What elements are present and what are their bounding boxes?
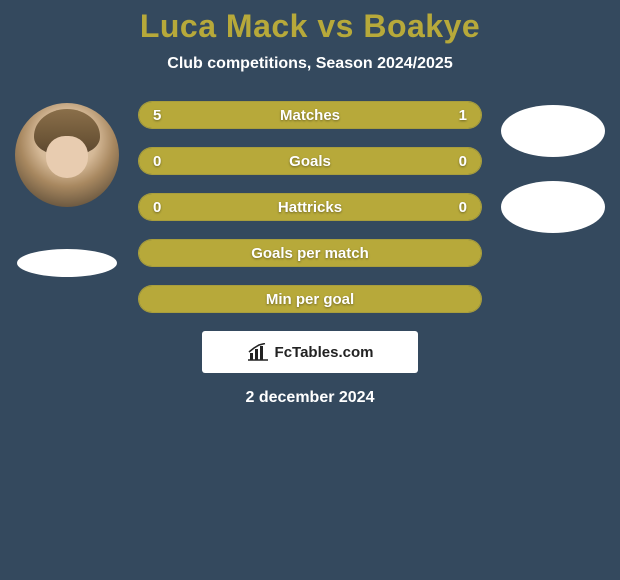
bar-chart-icon <box>247 343 269 361</box>
stat-bar: Min per goal <box>138 285 482 313</box>
player-right-name-placeholder <box>501 181 605 233</box>
stat-label: Min per goal <box>139 286 481 312</box>
main-row: 51Matches 00Goals 00Hattricks Goals per mat… <box>0 101 620 313</box>
stats-bars: 51Matches 00Goals 00Hattricks Goals per mat… <box>126 101 494 313</box>
player-left-avatar <box>15 103 119 207</box>
stat-label: Hattricks <box>139 194 481 220</box>
stat-label: Goals per match <box>139 240 481 266</box>
stat-bar: Goals per match <box>138 239 482 267</box>
comparison-widget: Luca Mack vs Boakye Club competitions, S… <box>0 0 620 407</box>
stat-bar: 51Matches <box>138 101 482 129</box>
page-title: Luca Mack vs Boakye <box>0 8 620 45</box>
player-right-avatar-placeholder <box>501 105 605 157</box>
stat-bar: 00Hattricks <box>138 193 482 221</box>
stat-label: Matches <box>139 102 481 128</box>
stat-label: Goals <box>139 148 481 174</box>
player-left-column <box>8 101 126 277</box>
player-right-column <box>494 101 612 233</box>
date-line: 2 december 2024 <box>0 389 620 407</box>
branding-badge[interactable]: FcTables.com <box>202 331 418 373</box>
subtitle: Club competitions, Season 2024/2025 <box>0 55 620 73</box>
player-left-name-placeholder <box>17 249 117 277</box>
branding-text: FcTables.com <box>275 344 374 361</box>
stat-bar: 00Goals <box>138 147 482 175</box>
